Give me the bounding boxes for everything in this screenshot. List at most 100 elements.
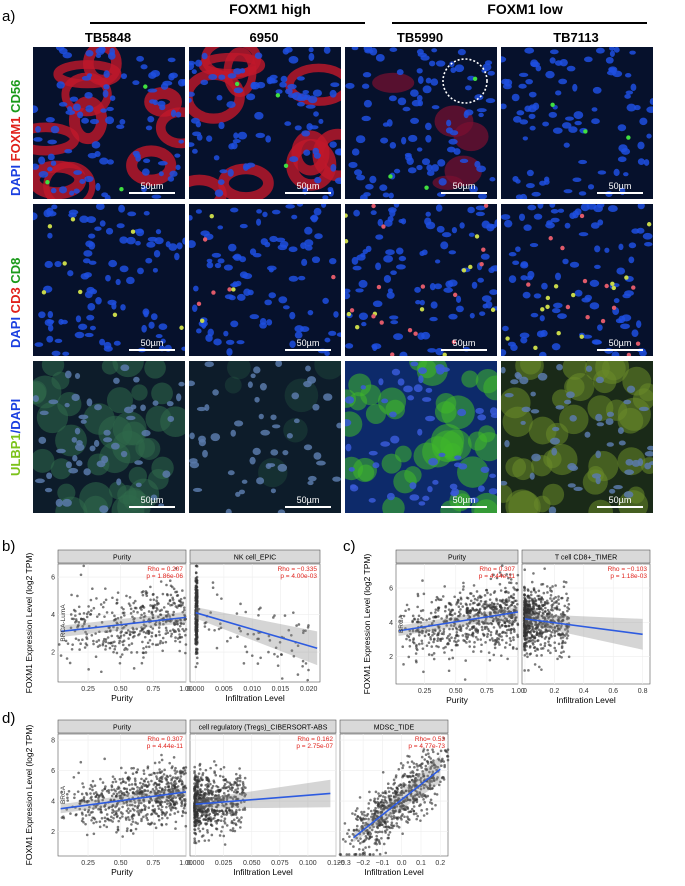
data-point xyxy=(173,783,176,786)
y-axis-label: FOXM1 Expression Level (log2 TPM) xyxy=(24,725,34,866)
data-point xyxy=(307,669,310,672)
data-point xyxy=(551,600,554,603)
data-point xyxy=(193,766,196,769)
data-point xyxy=(504,587,507,590)
data-point xyxy=(517,574,520,577)
data-point xyxy=(179,600,182,603)
data-point xyxy=(409,639,412,642)
data-point xyxy=(234,822,237,825)
data-point xyxy=(538,629,541,632)
data-point xyxy=(157,815,160,818)
data-point xyxy=(177,785,180,788)
data-point xyxy=(132,772,135,775)
data-point xyxy=(179,641,182,644)
data-point xyxy=(356,825,359,828)
data-point xyxy=(153,822,156,825)
data-point xyxy=(499,606,502,609)
data-point xyxy=(238,818,241,821)
data-point xyxy=(437,609,440,612)
data-point xyxy=(68,790,71,793)
micrograph-r2-c1 xyxy=(33,204,185,356)
data-point xyxy=(183,606,186,609)
data-point xyxy=(207,793,210,796)
data-point xyxy=(562,650,565,653)
data-point xyxy=(417,618,420,621)
data-point xyxy=(138,633,141,636)
data-point xyxy=(380,794,383,797)
x-tick-label: 0.75 xyxy=(480,688,494,695)
data-point xyxy=(193,832,196,835)
micrograph-r1-c2 xyxy=(189,47,341,199)
data-point xyxy=(488,605,491,608)
data-point xyxy=(130,830,133,833)
data-point xyxy=(71,617,74,620)
data-point xyxy=(523,632,526,635)
data-point xyxy=(145,646,148,649)
data-point xyxy=(152,627,155,630)
data-point xyxy=(342,838,345,841)
data-point xyxy=(144,636,147,639)
data-point xyxy=(387,787,390,790)
data-point xyxy=(166,803,169,806)
scale-bar: 50µm xyxy=(441,181,487,194)
data-point xyxy=(443,651,446,654)
data-point xyxy=(429,638,432,641)
data-point xyxy=(127,777,130,780)
data-point xyxy=(86,834,89,837)
data-point xyxy=(301,665,304,668)
data-point xyxy=(169,813,172,816)
data-point xyxy=(205,816,208,819)
data-point xyxy=(497,641,500,644)
data-point xyxy=(546,602,549,605)
data-point xyxy=(553,647,556,650)
data-point xyxy=(132,788,135,791)
data-point xyxy=(386,820,389,823)
data-point xyxy=(87,605,90,608)
data-point xyxy=(346,832,349,835)
x-tick-label: 0.2 xyxy=(435,860,445,867)
facet-strip-label: Purity xyxy=(113,725,131,732)
data-point xyxy=(495,631,498,634)
data-point xyxy=(78,621,81,624)
data-point xyxy=(153,598,156,601)
data-point xyxy=(497,622,500,625)
data-point xyxy=(200,791,203,794)
data-point xyxy=(489,639,492,642)
data-point xyxy=(172,611,175,614)
data-point xyxy=(84,646,87,649)
data-point xyxy=(563,585,566,588)
data-point xyxy=(454,637,457,640)
data-point xyxy=(473,602,476,605)
data-point xyxy=(515,619,518,622)
data-point xyxy=(553,641,556,644)
data-point xyxy=(69,662,72,665)
data-point xyxy=(117,617,120,620)
x-tick-label: 0.25 xyxy=(418,688,432,695)
data-point xyxy=(196,576,199,579)
data-point xyxy=(409,776,412,779)
data-point xyxy=(167,602,170,605)
data-point xyxy=(413,766,416,769)
data-point xyxy=(205,776,208,779)
data-point xyxy=(456,631,459,634)
data-point xyxy=(157,805,160,808)
data-point xyxy=(201,835,204,838)
data-point xyxy=(181,589,184,592)
data-point xyxy=(431,654,434,657)
data-point xyxy=(486,592,489,595)
data-point xyxy=(81,820,84,823)
data-point xyxy=(284,614,287,617)
data-point xyxy=(551,585,554,588)
data-point xyxy=(358,848,361,851)
data-point xyxy=(501,639,504,642)
data-point xyxy=(535,604,538,607)
data-point xyxy=(421,795,424,798)
data-point xyxy=(527,594,530,597)
data-point xyxy=(465,635,468,638)
data-point xyxy=(133,635,136,638)
data-point xyxy=(198,840,201,843)
data-point xyxy=(213,809,216,812)
data-point xyxy=(534,649,537,652)
stain-dapi-2: DAPI xyxy=(8,317,23,348)
data-point xyxy=(124,771,127,774)
